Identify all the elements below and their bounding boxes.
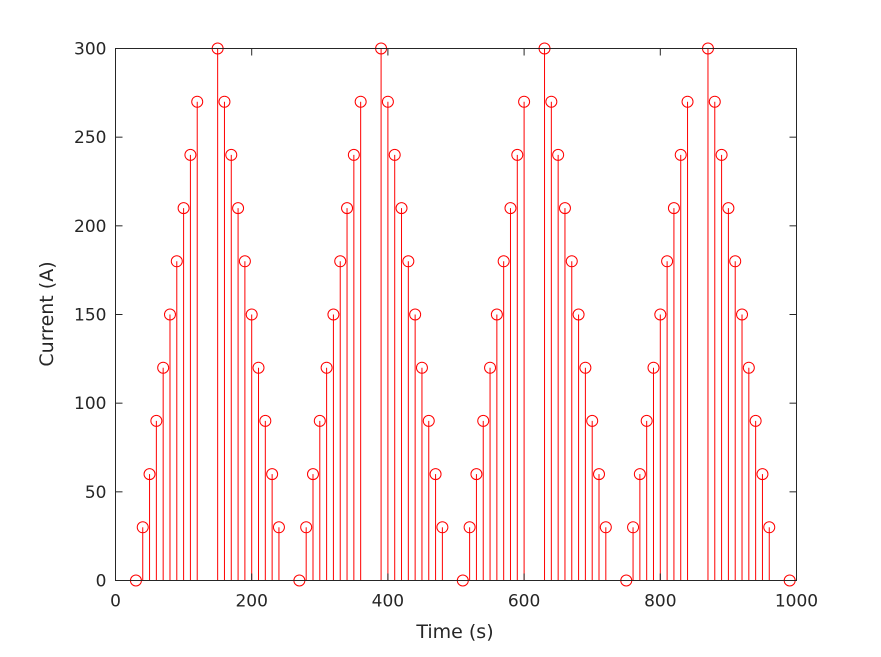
stem-marker: [184, 148, 197, 161]
y-tick-label: 200: [74, 217, 106, 237]
stem-marker: [306, 468, 319, 481]
stem-marker: [327, 308, 340, 321]
stem-marker: [640, 414, 653, 427]
stem-marker: [627, 521, 640, 534]
stem-marker: [157, 361, 170, 374]
stem-marker: [736, 308, 749, 321]
stem-marker: [232, 202, 245, 215]
y-tick-label: 250: [74, 128, 106, 148]
stem-marker: [633, 468, 646, 481]
stem-marker: [667, 202, 680, 215]
stem-marker: [429, 468, 442, 481]
stem-marker: [749, 414, 762, 427]
stem-marker: [320, 361, 333, 374]
stem-marker: [497, 255, 510, 268]
stem-marker: [504, 202, 517, 215]
x-tick-label: 0: [110, 592, 121, 612]
stem-marker: [341, 202, 354, 215]
stem-marker: [266, 468, 279, 481]
stem-marker: [742, 361, 755, 374]
stem-marker: [490, 308, 503, 321]
x-tick-label: 600: [508, 592, 540, 612]
stem-marker: [586, 414, 599, 427]
stem-marker: [681, 95, 694, 108]
x-tick-label: 200: [235, 592, 267, 612]
stem-marker: [143, 468, 156, 481]
stem-marker: [511, 148, 524, 161]
stem-marker: [436, 521, 449, 534]
stem-marker: [756, 468, 769, 481]
stem-marker: [729, 255, 742, 268]
y-tick-label: 50: [85, 483, 107, 503]
stem-marker: [252, 361, 265, 374]
stem-marker: [225, 148, 238, 161]
stem-marker: [388, 148, 401, 161]
stem-marker: [218, 95, 231, 108]
stem-marker: [381, 95, 394, 108]
stem-marker: [579, 361, 592, 374]
stem-marker: [661, 255, 674, 268]
stem-marker: [402, 255, 415, 268]
stem-marker: [518, 95, 531, 108]
y-tick-label: 300: [74, 40, 106, 60]
stem-marker: [599, 521, 612, 534]
stem-marker: [334, 255, 347, 268]
stem-marker: [763, 521, 776, 534]
stem-marker: [245, 308, 258, 321]
stem-marker: [674, 148, 687, 161]
stem-marker: [354, 95, 367, 108]
stem-marker: [558, 202, 571, 215]
stem-marker: [470, 468, 483, 481]
stem-marker: [191, 95, 204, 108]
stem-marker: [347, 148, 360, 161]
stem-marker: [545, 95, 558, 108]
x-axis-label: Time (s): [415, 621, 493, 643]
stem-marker: [150, 414, 163, 427]
x-tick-label: 400: [372, 592, 404, 612]
stem-marker: [484, 361, 497, 374]
stem-marker: [395, 202, 408, 215]
y-tick-label: 150: [74, 306, 106, 326]
x-tick-label: 1000: [775, 592, 818, 612]
stem-marker: [477, 414, 490, 427]
stem-marker: [722, 202, 735, 215]
y-axis-label: Current (A): [36, 261, 58, 366]
stem-marker: [422, 414, 435, 427]
stem-marker: [654, 308, 667, 321]
stem-marker: [313, 414, 326, 427]
y-tick-label: 0: [96, 572, 107, 592]
stem-marker: [572, 308, 585, 321]
stem-marker: [565, 255, 578, 268]
ticks: 0 200 400 600 800 1000 0 50 100 150 200 250 300: [74, 40, 818, 612]
stem-marker: [593, 468, 606, 481]
stem-marker: [715, 148, 728, 161]
stem-marker: [647, 361, 660, 374]
stem-marker: [272, 521, 285, 534]
stem-marker: [300, 521, 313, 534]
stem-marker: [463, 521, 476, 534]
stem-marker: [409, 308, 422, 321]
stem-marker: [238, 255, 251, 268]
stem-marker: [552, 148, 565, 161]
stem-marker: [136, 521, 149, 534]
stem-marker: [708, 95, 721, 108]
stem-marker: [259, 414, 272, 427]
stem-marker: [170, 255, 183, 268]
x-tick-label: 800: [644, 592, 676, 612]
stem-marker: [163, 308, 176, 321]
stem-marker: [177, 202, 190, 215]
y-tick-label: 100: [74, 394, 106, 414]
data-marks: [129, 42, 796, 587]
stem-marker: [415, 361, 428, 374]
